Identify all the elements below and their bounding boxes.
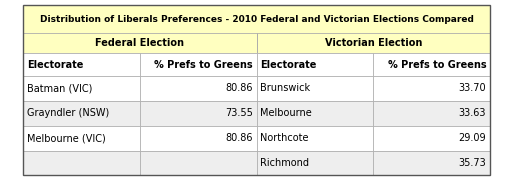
Text: Melbourne: Melbourne xyxy=(260,108,312,118)
Bar xyxy=(373,126,490,151)
Text: Batman (VIC): Batman (VIC) xyxy=(27,83,92,93)
Text: Distribution of Liberals Preferences - 2010 Federal and Victorian Elections Comp: Distribution of Liberals Preferences - 2… xyxy=(40,15,473,24)
Bar xyxy=(140,126,256,151)
Text: 80.86: 80.86 xyxy=(225,133,253,143)
Text: Melbourne (VIC): Melbourne (VIC) xyxy=(27,133,106,143)
Text: 29.09: 29.09 xyxy=(459,133,486,143)
Text: % Prefs to Greens: % Prefs to Greens xyxy=(388,60,486,70)
Bar xyxy=(140,54,256,76)
Text: Federal Election: Federal Election xyxy=(95,38,184,48)
Bar xyxy=(140,151,256,175)
Text: 80.86: 80.86 xyxy=(225,83,253,93)
Bar xyxy=(256,151,373,175)
Bar xyxy=(256,126,373,151)
Bar xyxy=(140,101,256,126)
Text: Victorian Election: Victorian Election xyxy=(325,38,422,48)
Bar xyxy=(23,33,256,54)
Text: Northcote: Northcote xyxy=(260,133,309,143)
Bar xyxy=(23,76,140,101)
Text: Electorate: Electorate xyxy=(260,60,317,70)
Bar xyxy=(373,151,490,175)
Bar xyxy=(23,54,140,76)
Bar xyxy=(23,151,140,175)
Bar xyxy=(140,76,256,101)
Text: % Prefs to Greens: % Prefs to Greens xyxy=(154,60,253,70)
Text: 35.73: 35.73 xyxy=(459,158,486,168)
Text: Richmond: Richmond xyxy=(260,158,309,168)
Bar xyxy=(256,33,490,54)
Text: Brunswick: Brunswick xyxy=(260,83,310,93)
Bar xyxy=(23,126,140,151)
Bar xyxy=(23,101,140,126)
Bar xyxy=(373,54,490,76)
Bar xyxy=(256,101,373,126)
Bar xyxy=(256,76,373,101)
Text: Grayndler (NSW): Grayndler (NSW) xyxy=(27,108,109,118)
Bar xyxy=(23,5,490,33)
Text: 33.63: 33.63 xyxy=(459,108,486,118)
Text: Electorate: Electorate xyxy=(27,60,83,70)
Text: 33.70: 33.70 xyxy=(459,83,486,93)
Bar xyxy=(373,101,490,126)
Bar xyxy=(373,76,490,101)
Bar xyxy=(256,54,373,76)
Text: 73.55: 73.55 xyxy=(225,108,253,118)
